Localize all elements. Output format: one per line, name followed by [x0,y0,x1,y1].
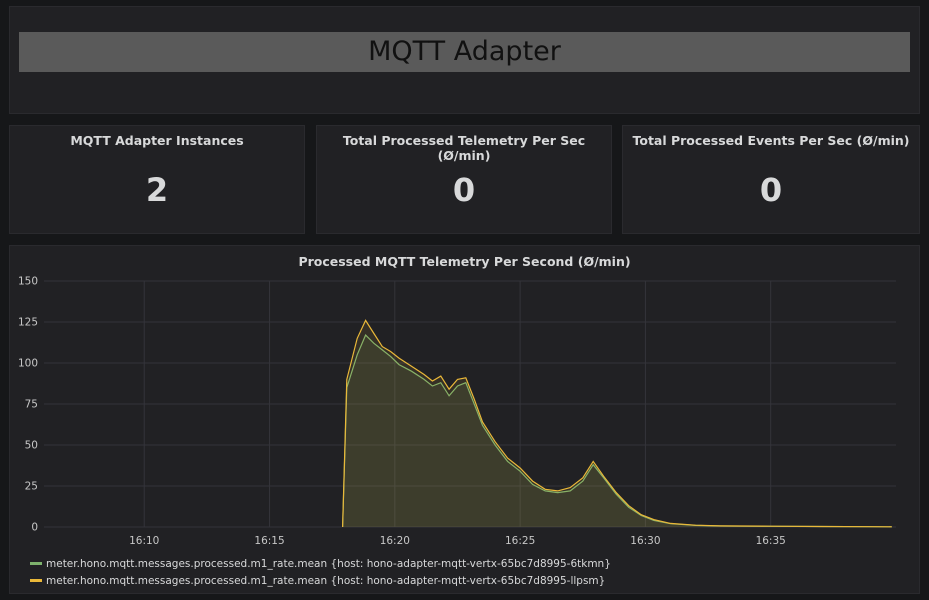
stat-title: Total Processed Telemetry Per Sec (Ø/min… [342,133,586,163]
legend-swatch [30,579,42,582]
x-tick-label: 16:35 [756,535,786,546]
stat-panel-instances[interactable]: MQTT Adapter Instances 2 [9,125,305,234]
stat-title: Total Processed Events Per Sec (Ø/min) [632,133,910,148]
stat-value: 0 [759,171,783,209]
series-line [342,319,892,528]
stat-value: 0 [452,171,476,209]
y-tick-label: 150 [18,276,38,288]
series-area [342,320,892,527]
y-tick-label: 100 [18,358,38,370]
y-tick-label: 0 [31,522,38,534]
stat-panel-events[interactable]: Total Processed Events Per Sec (Ø/min) 0 [622,125,920,234]
legend-item[interactable]: meter.hono.mqtt.messages.processed.m1_ra… [30,572,611,589]
stat-value: 2 [145,171,169,209]
chart-panel[interactable]: Processed MQTT Telemetry Per Second (Ø/m… [9,245,920,594]
header-panel: MQTT Adapter [9,6,920,114]
legend-swatch [30,562,42,565]
y-tick-label: 125 [18,317,38,329]
x-tick-label: 16:30 [630,535,660,546]
series-area [342,335,892,527]
legend-label: meter.hono.mqtt.messages.processed.m1_ra… [46,574,606,587]
chart-legend: meter.hono.mqtt.messages.processed.m1_ra… [30,555,611,589]
stat-panel-telemetry[interactable]: Total Processed Telemetry Per Sec (Ø/min… [316,125,612,234]
y-tick-label: 50 [25,440,38,452]
telemetry-line-chart[interactable]: 150 125 100 75 50 25 0 16:10 16:15 16:20 16:25 16:3… [10,246,919,546]
x-tick-label: 16:25 [505,535,535,546]
x-tick-label: 16:20 [380,535,410,546]
x-tick-label: 16:15 [254,535,284,546]
stat-title: MQTT Adapter Instances [70,133,244,148]
legend-label: meter.hono.mqtt.messages.processed.m1_ra… [46,557,611,570]
dashboard-title: MQTT Adapter [19,32,910,72]
y-tick-label: 75 [25,399,38,411]
y-tick-label: 25 [25,481,38,493]
chart-title: Processed MQTT Telemetry Per Second (Ø/m… [298,254,631,269]
x-tick-label: 16:10 [129,535,159,546]
legend-item[interactable]: meter.hono.mqtt.messages.processed.m1_ra… [30,555,611,572]
